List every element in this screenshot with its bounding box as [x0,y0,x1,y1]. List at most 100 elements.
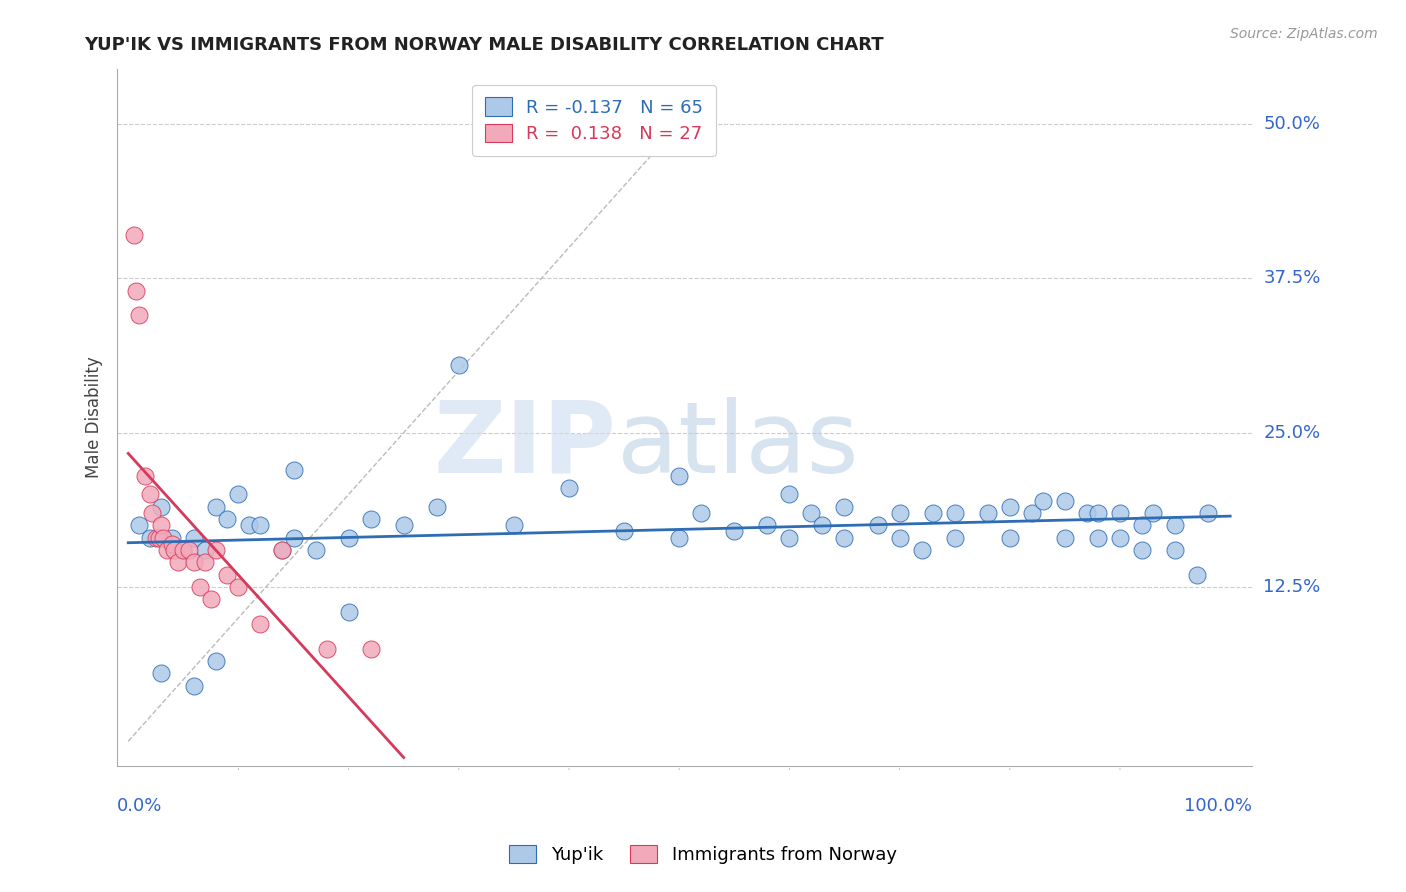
Point [172,543,194,558]
Point [778,487,800,501]
Point [283,463,305,477]
Point [315,641,337,656]
Point [1142,506,1164,520]
Point [756,518,779,533]
Point [1053,493,1076,508]
Point [205,543,228,558]
Point [834,500,856,514]
Point [139,487,162,501]
Text: 25.0%: 25.0% [1264,424,1320,442]
Y-axis label: Male Disability: Male Disability [86,357,103,478]
Point [145,531,167,545]
Point [943,531,966,545]
Point [122,228,145,243]
Point [778,531,800,545]
Text: 37.5%: 37.5% [1264,269,1320,287]
Point [1109,506,1132,520]
Point [1087,506,1109,520]
Point [150,666,173,681]
Point [447,358,470,372]
Point [337,605,360,619]
Legend: R = -0.137   N = 65, R =  0.138   N = 27: R = -0.137 N = 65, R = 0.138 N = 27 [472,85,716,156]
Point [172,543,194,558]
Point [304,543,326,558]
Point [1130,543,1153,558]
Point [392,518,415,533]
Point [249,518,271,533]
Point [128,518,150,533]
Point [1164,543,1187,558]
Point [152,531,174,545]
Point [1197,506,1219,520]
Point [1109,531,1132,545]
Point [558,481,581,495]
Point [148,531,170,545]
Point [1164,518,1187,533]
Text: 50.0%: 50.0% [1264,115,1320,133]
Point [150,500,173,514]
Text: YUP'IK VS IMMIGRANTS FROM NORWAY MALE DISABILITY CORRELATION CHART: YUP'IK VS IMMIGRANTS FROM NORWAY MALE DI… [84,36,884,54]
Point [134,469,156,483]
Point [183,679,205,693]
Point [1021,506,1043,520]
Point [426,500,449,514]
Point [811,518,834,533]
Point [503,518,526,533]
Point [668,531,690,545]
Point [200,592,222,607]
Point [723,524,745,539]
Point [177,543,200,558]
Point [194,543,217,558]
Point [238,518,260,533]
Point [217,512,239,526]
Point [228,580,250,594]
Point [668,469,690,483]
Point [800,506,823,520]
Text: ZIP: ZIP [433,397,617,493]
Point [271,543,294,558]
Point [866,518,889,533]
Point [166,555,188,569]
Text: 100.0%: 100.0% [1184,797,1253,814]
Point [183,531,205,545]
Point [1130,518,1153,533]
Point [139,531,162,545]
Point [205,500,228,514]
Point [998,531,1021,545]
Point [217,567,239,582]
Point [834,531,856,545]
Point [1076,506,1098,520]
Point [156,543,179,558]
Point [1053,531,1076,545]
Point [337,531,360,545]
Point [183,555,205,569]
Point [194,555,217,569]
Point [889,506,911,520]
Point [249,617,271,632]
Point [162,537,184,551]
Point [162,531,184,545]
Point [125,284,148,298]
Point [228,487,250,501]
Text: atlas: atlas [617,397,858,493]
Point [283,531,305,545]
Point [1087,531,1109,545]
Point [921,506,943,520]
Point [128,309,150,323]
Point [188,580,211,594]
Point [1185,567,1208,582]
Point [150,518,173,533]
Legend: Yup'ik, Immigrants from Norway: Yup'ik, Immigrants from Norway [495,830,911,879]
Point [943,506,966,520]
Point [889,531,911,545]
Point [690,506,713,520]
Point [271,543,294,558]
Point [998,500,1021,514]
Point [141,506,163,520]
Point [1032,493,1054,508]
Point [910,543,932,558]
Point [163,543,186,558]
Text: Source: ZipAtlas.com: Source: ZipAtlas.com [1230,27,1378,41]
Point [613,524,636,539]
Point [360,512,382,526]
